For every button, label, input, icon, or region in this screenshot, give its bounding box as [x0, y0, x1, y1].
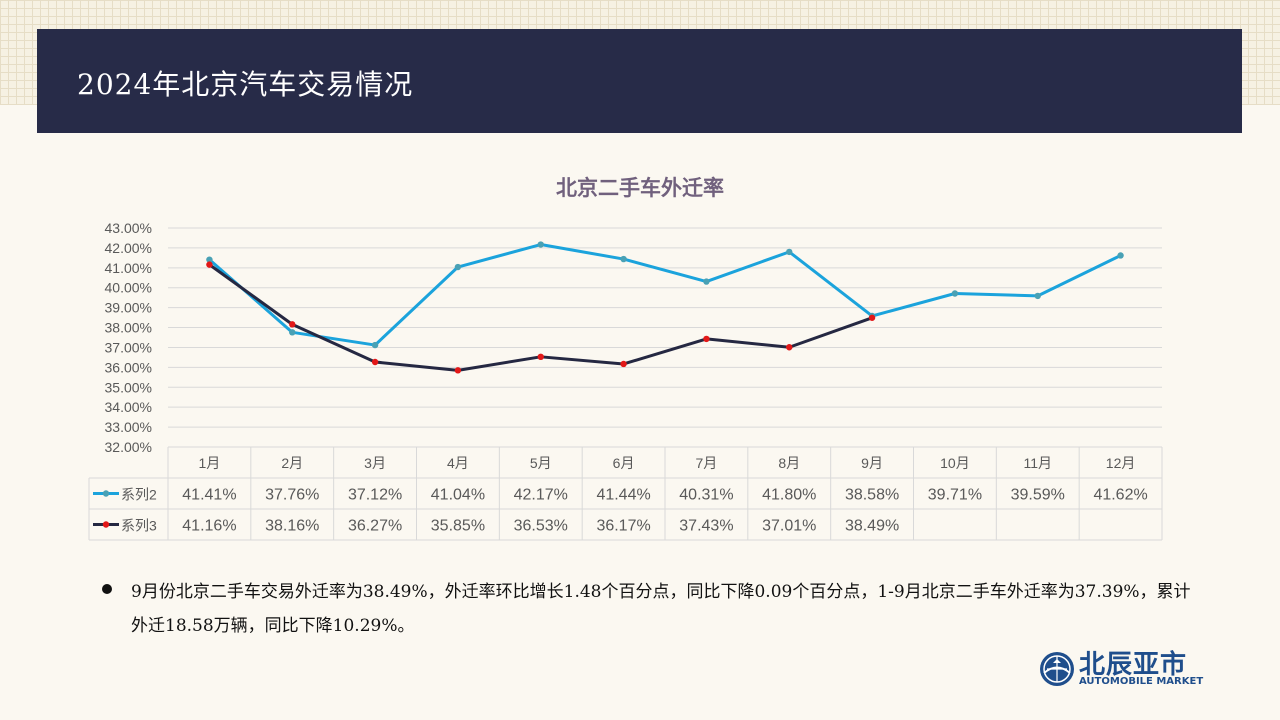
table-value-cell: 40.31% — [679, 487, 733, 504]
x-category-label: 11月 — [1023, 455, 1052, 471]
y-tick-label: 43.00% — [105, 220, 152, 236]
table-value-cell: 39.71% — [928, 487, 982, 504]
legend-series-name: 系列2 — [121, 487, 157, 503]
data-point-marker — [371, 358, 379, 366]
data-point-marker — [620, 255, 627, 263]
y-tick-label: 38.00% — [105, 320, 152, 336]
summary-note: 9月份北京二手车交易外迁率为38.49%，外迁率环比增长1.48个百分点，同比下… — [131, 582, 1191, 636]
table-value-cell: 38.58% — [845, 487, 899, 504]
data-point-marker — [703, 335, 710, 343]
data-point-marker — [786, 344, 793, 351]
y-tick-label: 36.00% — [105, 359, 152, 375]
x-category-label: 12月 — [1106, 455, 1136, 471]
x-category-label: 5月 — [530, 455, 552, 471]
header-bar: 2024年北京汽车交易情况 — [37, 29, 1242, 133]
x-category-label: 8月 — [778, 455, 800, 471]
y-tick-label: 35.00% — [105, 379, 152, 395]
table-value-cell: 36.53% — [514, 518, 568, 535]
table-value-cell: 36.17% — [596, 518, 650, 535]
logo-chinese-text: 北辰亚市 — [1079, 650, 1188, 680]
table-value-cell: 41.80% — [762, 487, 816, 504]
bullet-icon — [102, 584, 112, 594]
data-point-marker — [620, 360, 627, 368]
data-point-marker — [289, 321, 296, 328]
table-value-cell: 37.43% — [679, 518, 733, 535]
x-category-label: 10月 — [940, 455, 970, 471]
table-value-cell: 37.12% — [348, 487, 402, 504]
y-tick-label: 41.00% — [105, 260, 152, 276]
table-value-cell: 42.17% — [514, 487, 568, 504]
data-point-marker — [537, 353, 544, 361]
y-tick-label: 33.00% — [105, 419, 152, 435]
x-category-label: 2月 — [281, 455, 303, 471]
table-value-cell: 41.41% — [182, 487, 236, 504]
data-point-marker — [206, 256, 213, 263]
x-category-label: 4月 — [447, 455, 469, 471]
data-point-marker — [1117, 252, 1124, 259]
y-tick-label: 34.00% — [105, 399, 152, 415]
company-logo: 北辰亚市 AUTOMOBILE MARKET — [1038, 646, 1213, 692]
x-category-label: 1月 — [199, 455, 221, 471]
data-point-marker — [786, 248, 793, 256]
legend-series-name: 系列3 — [121, 518, 157, 534]
table-value-cell: 41.62% — [1093, 487, 1147, 504]
x-category-label: 7月 — [696, 455, 718, 471]
x-category-label: 3月 — [364, 455, 386, 471]
legend-marker-key — [102, 490, 110, 497]
data-point-marker — [868, 314, 876, 321]
table-value-cell: 37.76% — [265, 487, 319, 504]
table-value-cell: 41.16% — [182, 518, 236, 535]
table-value-cell: 35.85% — [431, 518, 485, 535]
logo-globe-icon — [1040, 652, 1074, 686]
y-tick-label: 42.00% — [105, 240, 152, 256]
table-value-cell: 41.04% — [431, 487, 485, 504]
data-point-marker — [703, 278, 710, 285]
logo-english-text: AUTOMOBILE MARKET — [1079, 676, 1204, 687]
table-value-cell: 39.59% — [1011, 487, 1065, 504]
page-title: 2024年北京汽车交易情况 — [77, 68, 414, 101]
table-value-cell: 36.27% — [348, 518, 402, 535]
x-category-label: 9月 — [861, 455, 883, 471]
legend-marker-key — [102, 521, 110, 528]
data-point-marker — [371, 341, 379, 349]
y-tick-label: 40.00% — [105, 280, 152, 296]
data-point-marker — [289, 329, 296, 336]
series-line-1 — [207, 243, 1123, 347]
data-point-marker — [454, 367, 462, 374]
table-value-cell: 37.01% — [762, 518, 816, 535]
table-value-cell: 38.16% — [265, 518, 319, 535]
x-category-label: 6月 — [613, 455, 635, 471]
data-point-marker — [951, 290, 959, 297]
data-point-marker — [454, 263, 462, 271]
y-tick-label: 37.00% — [105, 339, 152, 355]
chart-title: 北京二手车外迁率 — [556, 176, 724, 200]
data-point-marker — [537, 241, 544, 248]
data-point-marker — [1034, 292, 1041, 300]
data-point-marker — [206, 261, 213, 268]
y-tick-label: 32.00% — [105, 439, 152, 455]
table-value-cell: 38.49% — [845, 518, 899, 535]
table-value-cell: 41.44% — [596, 487, 650, 504]
y-tick-label: 39.00% — [105, 300, 152, 316]
